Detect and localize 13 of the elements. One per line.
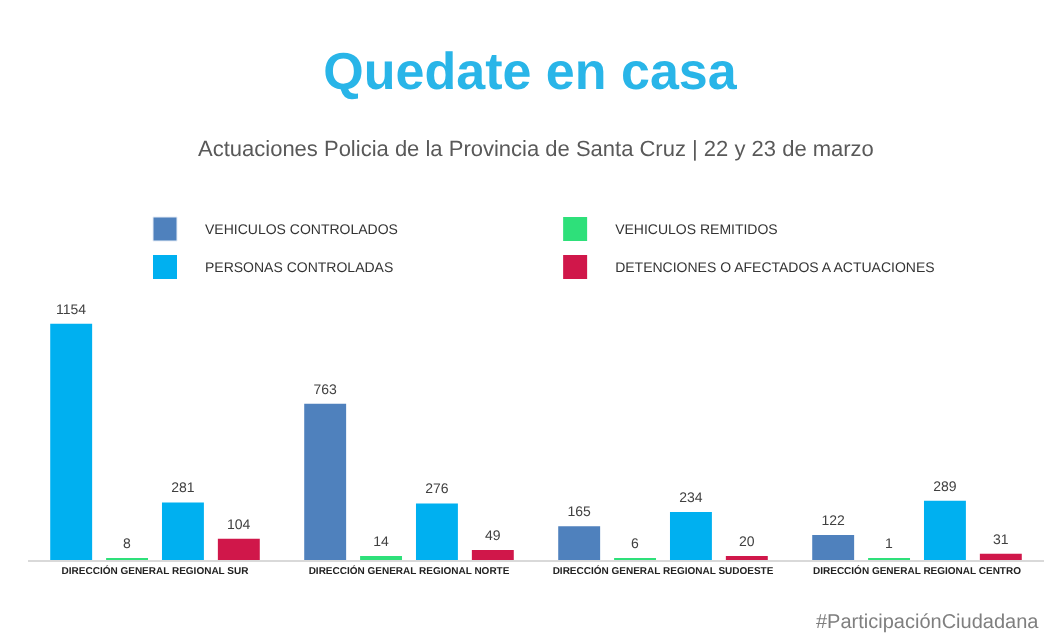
bar xyxy=(161,502,204,560)
chart-title: Quedate en casa xyxy=(323,40,738,101)
bar xyxy=(979,553,1022,560)
bar xyxy=(669,512,712,560)
bar xyxy=(558,526,601,560)
text: #ParticipaciónCiudadana xyxy=(816,612,1040,634)
bar xyxy=(304,403,347,560)
bar xyxy=(812,535,855,560)
bar xyxy=(217,538,260,560)
bar xyxy=(923,500,966,560)
chart-subtitle: Actuaciones Policia de la Provincia de Santa Cruz | 22 y 23 de marzo xyxy=(198,138,874,162)
bar xyxy=(415,503,458,560)
bar xyxy=(471,549,514,560)
